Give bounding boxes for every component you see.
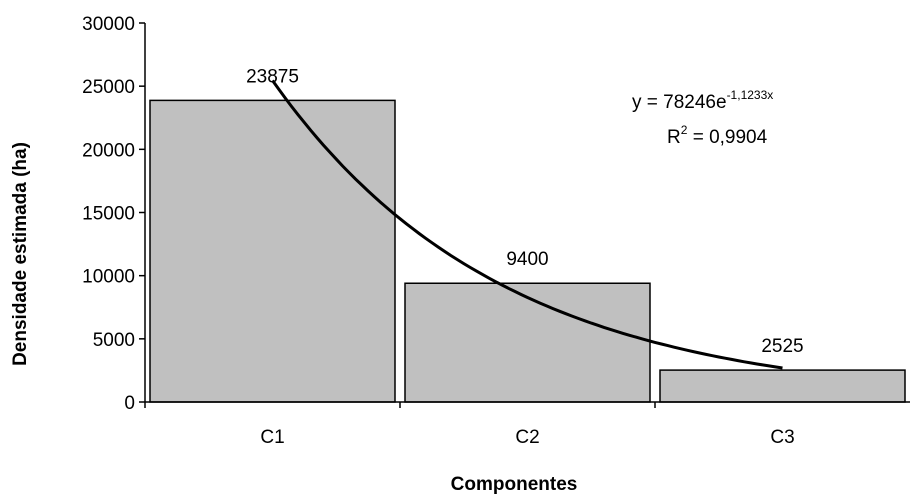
plot-area: 23875 9400 2525 — [149, 66, 906, 403]
y-tick-label: 5000 — [93, 330, 135, 351]
x-axis: C1 C2 C3 — [144, 401, 910, 448]
trendline — [271, 79, 783, 370]
y-tick-label: 25000 — [82, 77, 135, 98]
x-tick-label-c1: C1 — [260, 427, 284, 448]
trendline-r-squared: R2 = 0,9904 — [667, 123, 768, 148]
x-axis-title: Componentes — [451, 474, 578, 495]
trendline-equation: y = 78246e-1,1233x — [632, 88, 773, 113]
data-label-c2: 9400 — [506, 249, 548, 270]
y-tick-label: 15000 — [82, 204, 135, 225]
data-label-c3: 2525 — [761, 336, 803, 357]
y-tick-label: 10000 — [82, 267, 135, 288]
y-axis: 0 5000 10000 15000 20000 25000 30000 — [82, 14, 146, 414]
data-label-c1: 23875 — [246, 66, 299, 87]
y-axis-title: Densidade estimada (ha) — [10, 142, 31, 366]
bar-c1 — [149, 99, 396, 403]
y-tick-label: 20000 — [82, 140, 135, 161]
bar-c3 — [659, 369, 906, 403]
y-tick-label: 30000 — [82, 14, 135, 35]
x-tick-label-c3: C3 — [770, 427, 794, 448]
bar-c2 — [404, 282, 651, 403]
y-tick-label: 0 — [124, 393, 135, 414]
x-tick-label-c2: C2 — [515, 427, 539, 448]
